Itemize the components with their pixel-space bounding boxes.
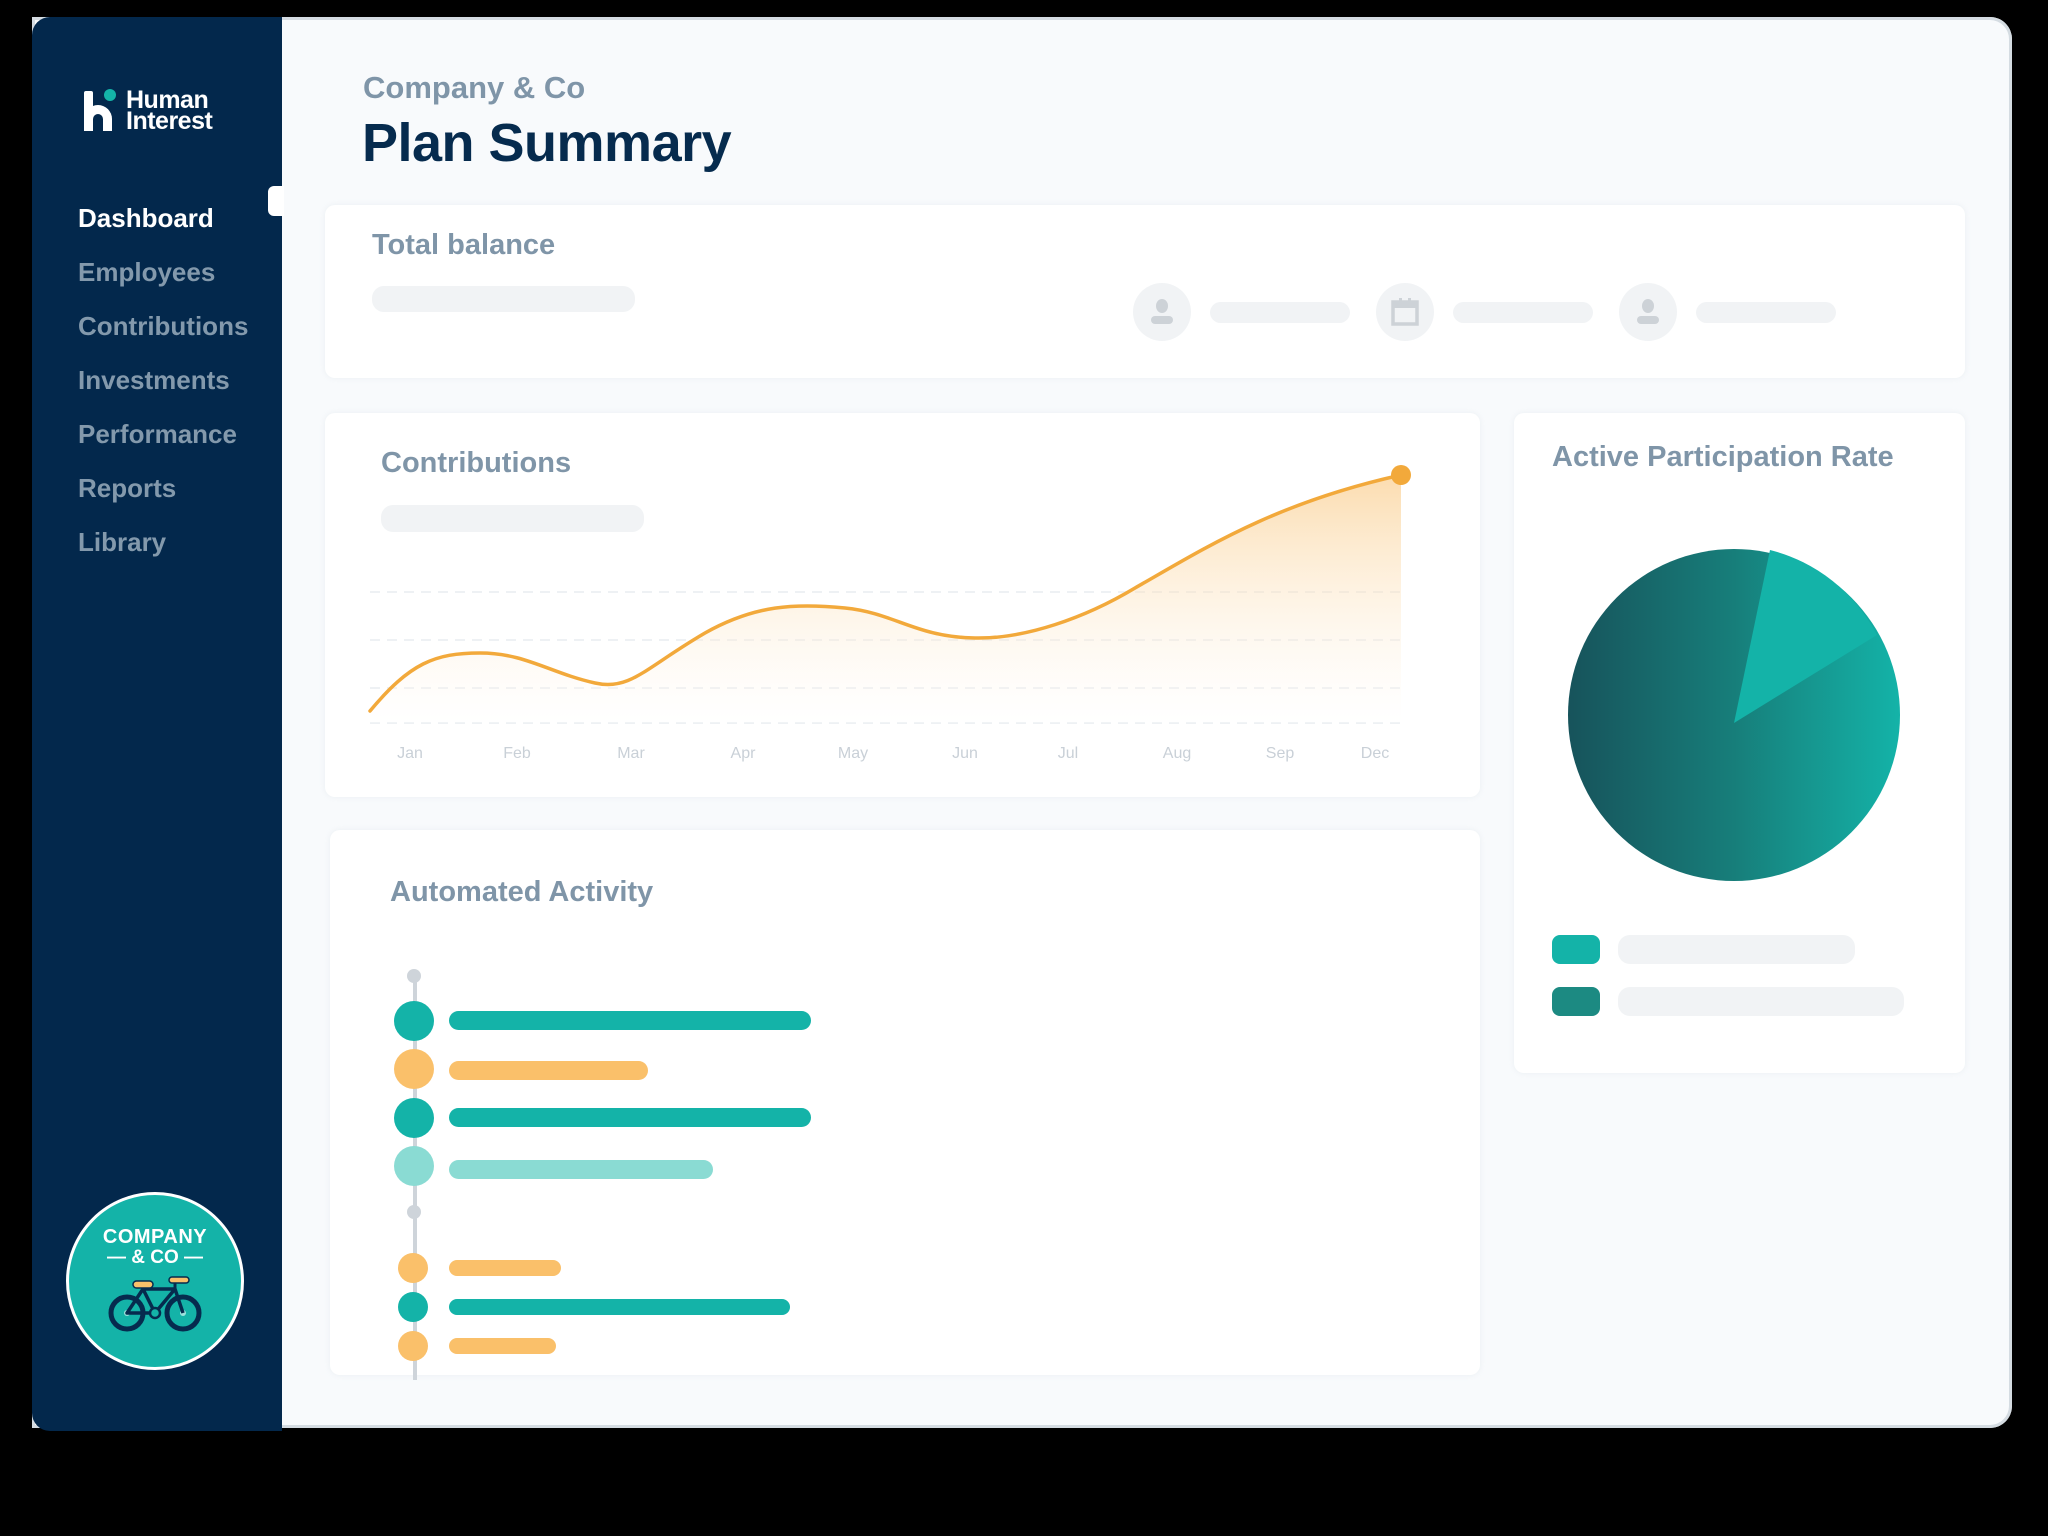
sidebar-item-employees[interactable]: Employees: [78, 257, 216, 287]
participation-card: Active Participation Rate: [1514, 413, 1965, 1073]
contributions-value-placeholder: [381, 505, 644, 532]
x-tick: Apr: [730, 745, 756, 762]
x-tick: Jul: [1057, 745, 1079, 762]
activity-item-bar[interactable]: [449, 1338, 556, 1354]
contributions-title: Contributions: [381, 447, 572, 479]
timeline-break-dot: [407, 1205, 421, 1219]
sidebar-nav: Dashboard Employees Contributions Invest…: [78, 197, 248, 575]
stat-3-icon-wrap: [1619, 283, 1677, 341]
x-tick: Sep: [1265, 745, 1295, 762]
legend-label-placeholder: [1618, 987, 1904, 1016]
activity-item-bar[interactable]: [449, 1260, 561, 1276]
sidebar-item-reports[interactable]: Reports: [78, 473, 177, 503]
sidebar-item-performance[interactable]: Performance: [78, 419, 237, 449]
logo[interactable]: Human Interest: [84, 86, 213, 135]
logo-line2: Interest: [126, 107, 213, 135]
contributions-area-chart: [368, 465, 1411, 724]
bicycle-icon: [108, 1276, 202, 1332]
timeline-dot-light-teal: [394, 1146, 434, 1186]
stat-2-placeholder: [1453, 302, 1593, 323]
contributions-card: Contributions Jan Feb Mar Apr May Jun Ju…: [325, 413, 1480, 797]
stat-3-placeholder: [1696, 302, 1836, 323]
activity-item-bar[interactable]: [449, 1061, 648, 1080]
badge-line1: COMPANY: [102, 1226, 208, 1248]
x-tick: Jun: [952, 745, 978, 762]
pie-slice-minor: [1734, 550, 1877, 723]
total-balance-title: Total balance: [372, 229, 556, 261]
timeline-dot-teal: [394, 1001, 434, 1041]
legend-label-placeholder: [1618, 935, 1855, 964]
area-fill: [370, 475, 1401, 723]
active-nav-indicator: [268, 186, 284, 216]
x-tick: Dec: [1360, 745, 1390, 762]
activity-item-bar[interactable]: [449, 1299, 790, 1315]
x-tick: Aug: [1162, 745, 1192, 762]
activity-item-bar[interactable]: [449, 1011, 811, 1030]
stat-2-icon-wrap: [1376, 283, 1434, 341]
participation-title: Active Participation Rate: [1552, 441, 1894, 473]
x-tick: Feb: [503, 745, 531, 762]
legend-swatch-dark-teal: [1552, 987, 1600, 1016]
stat-1-placeholder: [1210, 302, 1350, 323]
participation-pie-chart: [1568, 549, 1900, 881]
sidebar-item-contributions[interactable]: Contributions: [78, 311, 249, 341]
timeline-dot-teal: [394, 1098, 434, 1138]
activity-item-bar[interactable]: [449, 1160, 713, 1179]
automated-activity-title: Automated Activity: [390, 876, 654, 908]
timeline-dot-orange: [398, 1331, 428, 1361]
x-tick: Mar: [617, 745, 645, 762]
automated-activity-card: Automated Activity: [330, 830, 1480, 1375]
calendar-icon: [1391, 298, 1419, 326]
human-interest-logo-icon: [84, 89, 118, 133]
activity-item-bar[interactable]: [449, 1108, 811, 1127]
sidebar-item-investments[interactable]: Investments: [78, 365, 230, 395]
legend-swatch-light-teal: [1552, 935, 1600, 964]
stat-1-icon-wrap: [1133, 283, 1191, 341]
timeline-dot-teal: [398, 1292, 428, 1322]
sidebar: Human Interest Dashboard Employees Contr…: [32, 17, 284, 1431]
page-title: Plan Summary: [362, 113, 732, 173]
end-point-marker: [1391, 465, 1411, 485]
x-tick: May: [837, 745, 869, 762]
x-tick: Jan: [397, 745, 423, 762]
timeline-dot-orange: [394, 1049, 434, 1089]
sidebar-item-library[interactable]: Library: [78, 527, 167, 557]
area-line: [368, 473, 1403, 713]
timeline-start-dot: [407, 969, 421, 983]
person-icon: [1637, 299, 1659, 324]
timeline-dot-orange: [398, 1253, 428, 1283]
total-balance-value-placeholder: [372, 286, 635, 312]
sidebar-item-dashboard[interactable]: Dashboard: [78, 203, 214, 233]
logo-line1: Human: [126, 86, 209, 114]
company-badge[interactable]: COMPANY — & CO —: [66, 1192, 244, 1370]
total-balance-card: Total balance: [325, 205, 1965, 378]
badge-line2: — & CO —: [106, 1247, 204, 1268]
person-icon: [1151, 299, 1173, 324]
company-name: Company & Co: [363, 70, 586, 105]
